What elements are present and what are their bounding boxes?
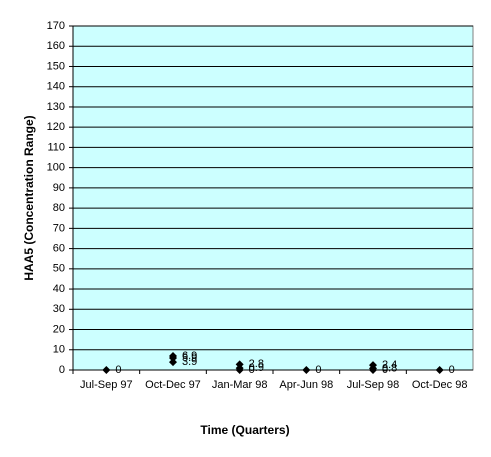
data-label: 5.9 [182, 352, 197, 364]
data-point [235, 366, 244, 374]
y-tick-label: 140 [47, 81, 65, 93]
data-point [435, 366, 444, 374]
y-tick-label: 70 [53, 222, 65, 234]
data-label: 2.4 [382, 359, 397, 371]
y-tick-label: 60 [53, 242, 65, 254]
y-tick-label: 170 [47, 20, 65, 32]
y-tick-label: 10 [53, 344, 65, 356]
y-tick-label: 130 [47, 101, 65, 113]
data-point [369, 366, 377, 374]
y-tick-label: 50 [53, 263, 65, 275]
data-point [302, 366, 311, 374]
y-tick-label: 110 [47, 141, 65, 153]
y-tick-label: 150 [47, 60, 65, 72]
x-tick-label-box: Apr-Jun 98 [279, 379, 334, 391]
y-tick-label: 40 [53, 283, 65, 295]
data-label: 3.9 [182, 356, 197, 368]
data-label: 2.8 [249, 358, 264, 370]
y-tick-label: 20 [53, 323, 65, 335]
data-label: 0 [115, 364, 121, 376]
y-tick-label: 0 [59, 364, 65, 376]
x-tick-label: Apr-Jun 98 [279, 379, 334, 391]
x-tick-label: Jul-Sep 97 [80, 379, 133, 391]
y-tick-label: 120 [47, 121, 65, 133]
data-label: 6.9 [182, 350, 197, 362]
x-tick-label: Oct-Dec 98 [411, 379, 468, 391]
x-tick-label: Oct-Dec 97 [145, 379, 201, 391]
data-point [102, 366, 111, 374]
x-axis-title: Time (Quarters) [200, 423, 289, 437]
x-tick-label-box: Jul-Sep 97 [80, 379, 133, 391]
data-label: 0.8 [382, 362, 397, 374]
y-tick-label: 160 [47, 40, 65, 52]
x-tick-label: Jan-Mar 98 [211, 379, 268, 391]
data-label: 0 [315, 364, 321, 376]
data-label: 0 [249, 364, 255, 376]
y-tick-label: 100 [47, 162, 65, 174]
y-axis-title: HAA5 (Concentration Range) [22, 115, 36, 280]
plot-area [72, 25, 474, 371]
x-tick-label-box: Jul-Sep 98 [346, 379, 400, 391]
data-point [169, 354, 177, 363]
data-label: 0.9 [249, 362, 264, 374]
y-tick-label: 90 [53, 182, 65, 194]
data-label: 0 [449, 364, 455, 376]
x-tick-label-box: Oct-Dec 98 [411, 379, 468, 391]
data-point [169, 358, 177, 367]
x-tick-label: Jul-Sep 98 [346, 379, 400, 391]
x-tick-label-box: Oct-Dec 97 [145, 379, 201, 391]
y-tick-label: 80 [53, 202, 65, 214]
x-tick-label-box: Jan-Mar 98 [211, 379, 268, 391]
y-tick-label: 30 [53, 303, 65, 315]
data-label: 0 [382, 364, 388, 376]
